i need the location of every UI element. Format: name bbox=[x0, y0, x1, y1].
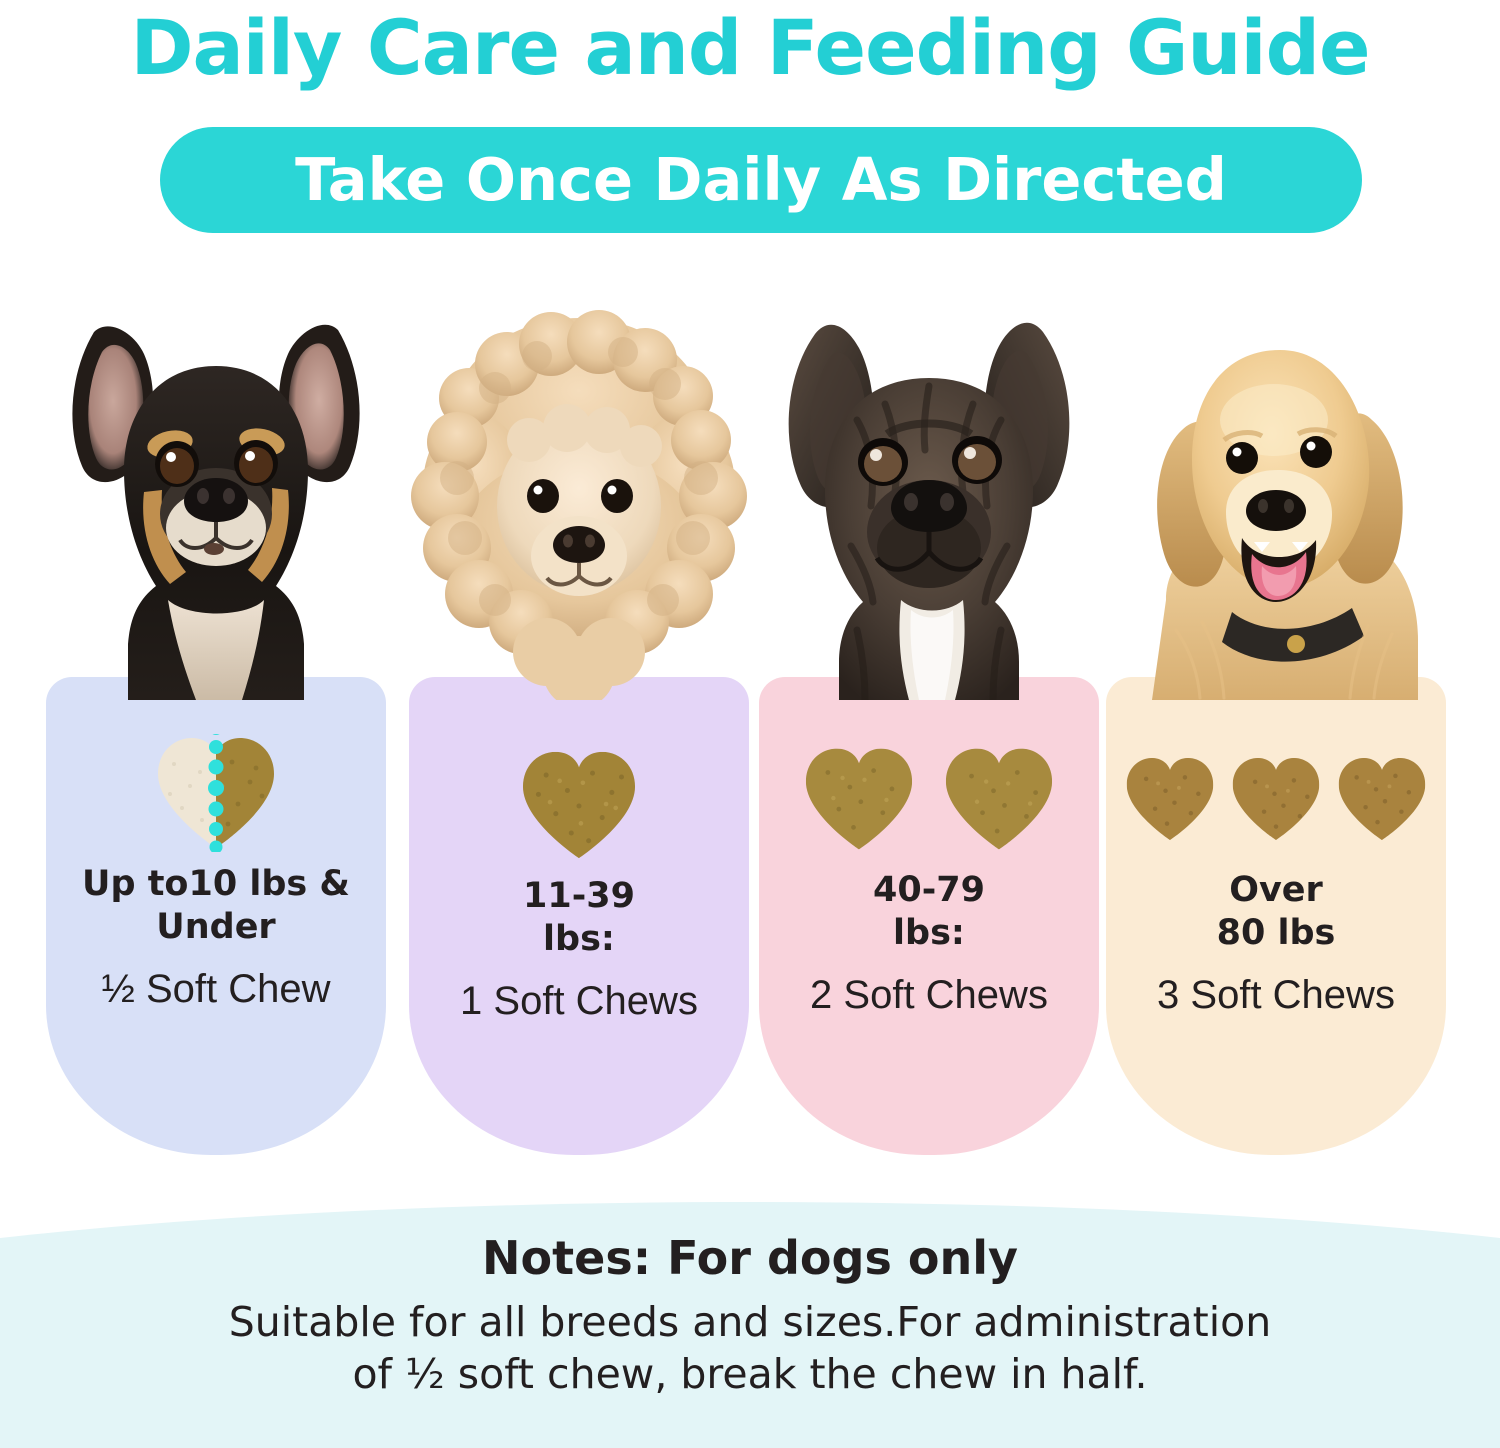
notes-body-line1: Suitable for all breeds and sizes.For ad… bbox=[228, 1298, 1272, 1346]
break-line-dots bbox=[208, 734, 224, 852]
card-content: 11-39 lbs: 1 Soft Chews bbox=[409, 677, 749, 1155]
dog-photo-french-bulldog bbox=[759, 300, 1099, 700]
chew-icons bbox=[800, 739, 1058, 859]
dose-cards-row: Up to10 lbs & Under ½ Soft Chew bbox=[0, 300, 1500, 1180]
weight-label-line1: Over bbox=[1229, 870, 1323, 910]
notes-panel-background bbox=[0, 1202, 1500, 1448]
chew-heart-icon bbox=[1126, 757, 1214, 841]
chew-heart-icon bbox=[805, 748, 913, 850]
card-background-shape bbox=[409, 677, 749, 1155]
directive-banner: Take Once Daily As Directed bbox=[160, 127, 1362, 233]
dog-photo-poodle bbox=[409, 300, 749, 700]
chew-heart-icon bbox=[1338, 757, 1426, 841]
dose-card-40-79-lbs[interactable]: 40-79 lbs: 2 Soft Chews bbox=[759, 300, 1099, 1170]
notes-panel: Notes: For dogs only Suitable for all br… bbox=[0, 1196, 1500, 1448]
weight-label-line2: Under bbox=[156, 907, 276, 947]
chew-heart-icon bbox=[945, 748, 1053, 850]
notes-title: Notes: For dogs only bbox=[482, 1231, 1018, 1285]
card-background-shape bbox=[759, 677, 1099, 1155]
weight-label: 40-79 lbs: bbox=[769, 869, 1089, 955]
chew-icons bbox=[517, 745, 641, 865]
dog-photo-chihuahua bbox=[46, 300, 386, 700]
weight-label-line1: 40-79 bbox=[873, 870, 985, 910]
dog-photo-golden-retriever bbox=[1106, 300, 1446, 700]
card-content: Over 80 lbs 3 Soft Chews bbox=[1106, 677, 1446, 1155]
weight-label: Up to10 lbs & Under bbox=[56, 863, 376, 949]
weight-label-line2: 80 lbs bbox=[1216, 913, 1336, 953]
chew-icons bbox=[152, 733, 280, 853]
card-content: Up to10 lbs & Under ½ Soft Chew bbox=[46, 677, 386, 1155]
card-background-shape bbox=[1106, 677, 1446, 1155]
card-content: 40-79 lbs: 2 Soft Chews bbox=[759, 677, 1099, 1155]
half-chew-heart-icon bbox=[158, 734, 274, 852]
weight-label-line2: lbs: bbox=[893, 913, 965, 953]
page-title: Daily Care and Feeding Guide bbox=[130, 3, 1370, 92]
weight-label-line1: Up to10 lbs & bbox=[82, 864, 350, 904]
dose-card-up-to-10-lbs[interactable]: Up to10 lbs & Under ½ Soft Chew bbox=[46, 300, 386, 1170]
weight-label-line1: 11-39 bbox=[523, 876, 635, 916]
chew-icons bbox=[1122, 739, 1430, 859]
chew-heart-icon bbox=[522, 751, 636, 859]
dose-card-11-39-lbs[interactable]: 11-39 lbs: 1 Soft Chews bbox=[409, 300, 749, 1170]
weight-label-line2: lbs: bbox=[543, 919, 615, 959]
dose-label: 1 Soft Chews bbox=[460, 979, 698, 1023]
dose-label: 3 Soft Chews bbox=[1157, 973, 1395, 1017]
notes-body: Suitable for all breeds and sizes.For ad… bbox=[0, 1296, 1500, 1400]
notes-content: Notes: For dogs only Suitable for all br… bbox=[0, 1196, 1500, 1400]
weight-label: Over 80 lbs bbox=[1116, 869, 1436, 955]
weight-label: 11-39 lbs: bbox=[419, 875, 739, 961]
dose-card-over-80-lbs[interactable]: Over 80 lbs 3 Soft Chews bbox=[1106, 300, 1446, 1170]
directive-banner-label: Take Once Daily As Directed bbox=[295, 145, 1227, 214]
dose-label: ½ Soft Chew bbox=[101, 967, 331, 1011]
dose-label: 2 Soft Chews bbox=[810, 973, 1048, 1017]
chew-heart-icon bbox=[1232, 757, 1320, 841]
notes-body-line2: of ½ soft chew, break the chew in half. bbox=[352, 1350, 1148, 1398]
